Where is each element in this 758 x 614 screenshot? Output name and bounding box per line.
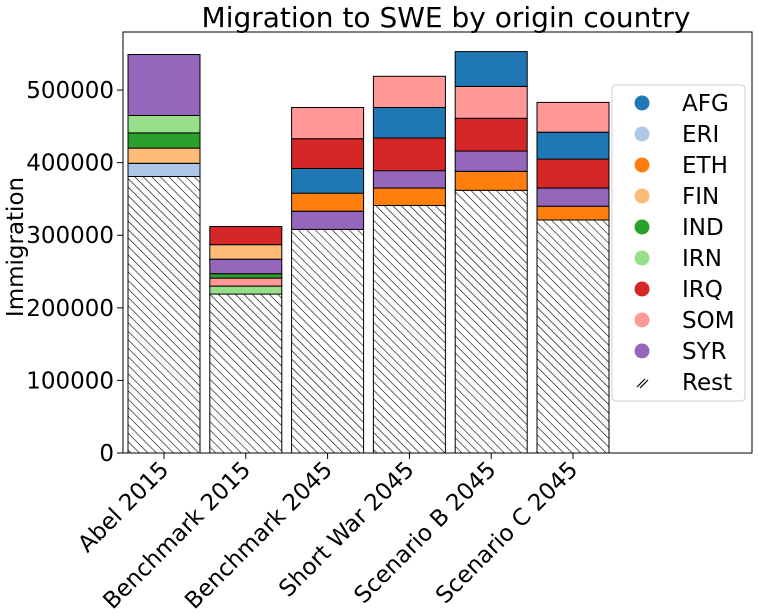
bar-segment-rest [372,205,446,454]
y-ticks: 0 100000 200000 300000 400000 500000 [26,78,123,467]
bar-segment-syr [536,187,610,207]
y-tick-label: 200000 [26,296,114,322]
bar-segment-afg [291,168,365,194]
bar-segment-syr [372,170,446,189]
plot-frame [122,31,753,454]
y-axis-label: Immigration [3,177,29,317]
bar-segment-eth [454,170,528,191]
y-tick-label: 300000 [26,223,114,249]
bar-segment-som [536,101,610,133]
bar-segment-som [372,75,446,109]
legend-marker-ind [634,219,650,235]
legend-marker-som [634,312,650,328]
bar-segment-irq [291,138,365,169]
bar-segment-syr [291,210,365,230]
legend-label-afg: AFG [682,91,729,117]
bar-segment-rest [127,175,201,454]
bar-segment-syr [127,54,201,116]
bar-segment-ind [209,273,283,279]
bar-segment-fin [127,147,201,164]
x-tick-label: Short War 2045 [274,457,419,602]
y-tick-label: 400000 [26,151,114,177]
chart-title: Migration to SWE by origin country [202,1,691,34]
bar-segment-eth [291,192,365,212]
legend-marker-irq [634,281,650,297]
bar-segment-afg [536,131,610,160]
x-tick-label: Benchmark 2015 [98,457,256,614]
y-tick-label: 100000 [26,368,114,394]
x-tick-label: Benchmark 2045 [180,457,338,614]
bar-segment-irq [372,137,446,172]
legend-label-syr: SYR [682,339,727,365]
legend: AFG ERI ETH FIN IND IRN IRQ SOM SYR Rest [611,84,746,402]
bar-segment-irn [209,285,283,295]
bar-segment-eri [127,162,201,177]
x-tick-label: Scenario C 2045 [431,457,583,609]
bar-segment-irn [127,115,201,134]
bar-segment-irq [209,226,283,246]
bars [127,51,610,454]
bar-segment-som [291,107,365,140]
legend-label-som: SOM [682,308,735,334]
bar-segment-irq [454,117,528,152]
legend-label-irq: IRQ [682,277,723,303]
bar-segment-rest [536,219,610,454]
legend-label-eth: ETH [682,153,728,179]
bar-segment-syr [209,258,283,275]
x-tick-label: Scenario B 2045 [349,457,501,609]
legend-marker-irn [634,250,650,266]
bar-segment-ind [127,132,201,149]
bar-segment-eth [536,205,610,221]
y-tick-label: 0 [99,441,114,467]
bar-segment-eth [372,187,446,207]
legend-label-fin: FIN [682,184,719,210]
legend-marker-syr [634,343,650,359]
legend-hatch-marker-rest [636,378,649,389]
legend-label-eri: ERI [682,122,719,148]
bar-segment-fin [209,244,283,260]
bar-segment-syr [454,150,528,172]
legend-label-rest: Rest [682,370,732,396]
bar-segment-som [209,277,283,287]
legend-marker-fin [634,188,650,204]
legend-label-ind: IND [682,215,724,241]
legend-marker-afg [634,95,650,111]
bar-segment-irq [536,158,610,189]
bar-segment-afg [454,51,528,87]
bar-segment-som [454,85,528,119]
legend-marker-eth [634,157,650,173]
legend-marker-eri [634,126,650,142]
legend-label-irn: IRN [682,246,722,272]
bar-segment-rest [454,189,528,454]
y-tick-label: 500000 [26,78,114,104]
bar-segment-rest [291,228,365,454]
bar-segment-afg [372,107,446,139]
bar-segment-rest [209,293,283,454]
